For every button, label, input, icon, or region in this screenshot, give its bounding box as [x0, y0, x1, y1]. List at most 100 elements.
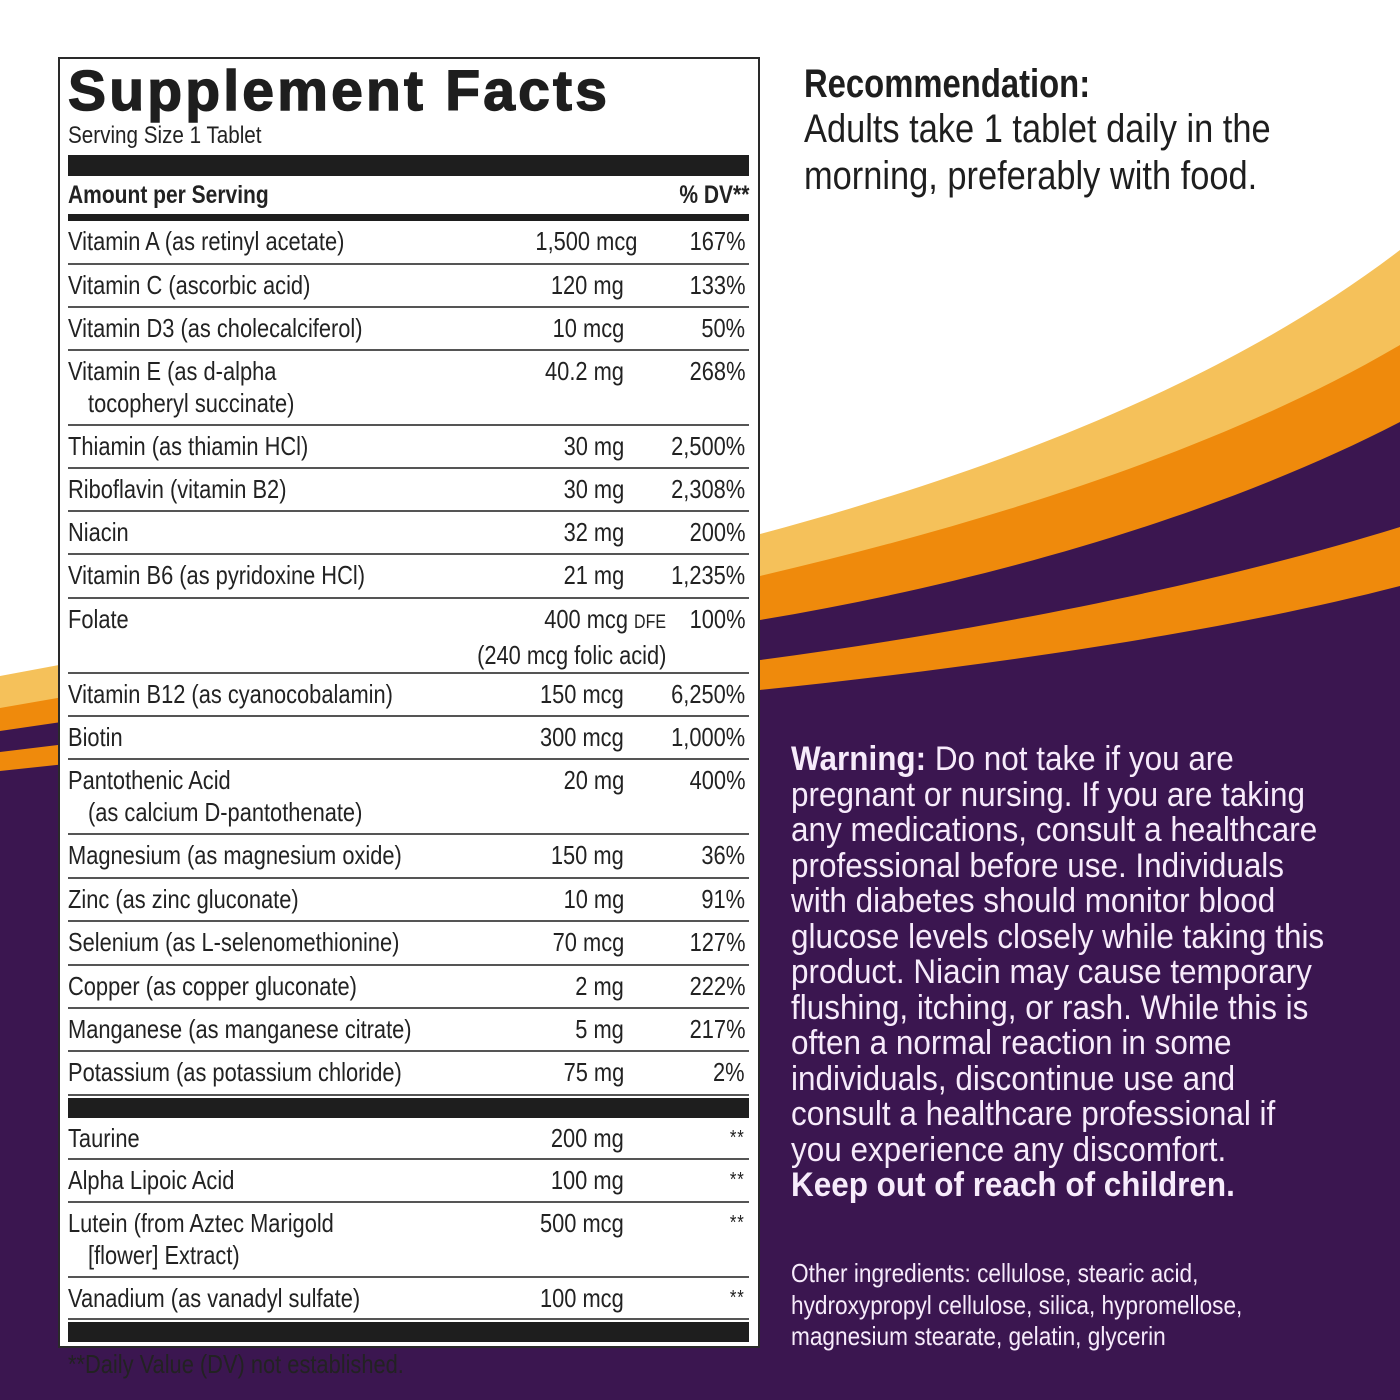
nutrient-dv: 167%: [689, 226, 745, 256]
nutrient-name: Magnesium (as magnesium oxide): [68, 840, 402, 870]
nutrient-dv: 1,000%: [670, 722, 745, 752]
nutrient-dv: 50%: [701, 313, 745, 343]
warning-line-6: product. Niacin may cause temporary: [791, 953, 1312, 991]
warning-line-9: individuals, discontinue use and: [791, 1059, 1236, 1098]
facts-header-row: Amount per Serving % DV**: [68, 176, 749, 214]
nutrient-table: Vitamin A (as retinyl acetate) 1,500 mcg 1…: [68, 221, 749, 1096]
nutrient-name-cont: [flower] Extract): [88, 1240, 240, 1270]
facts-title: Supplement Facts: [67, 59, 611, 123]
ingredients-line-2: hydroxypropyl cellulose, silica, hyprome…: [791, 1289, 1243, 1320]
nutrient-amount: 10 mg: [563, 884, 624, 914]
keep-out-of-reach: Keep out of reach of children.: [791, 1166, 1235, 1204]
nutrient-dv: **: [730, 1169, 745, 1191]
ingredients-line-1: Other ingredients: cellulose, stearic ac…: [791, 1258, 1199, 1288]
table-row: Niacin 32 mg 200%: [68, 512, 749, 555]
table-row: Riboflavin (vitamin B2) 30 mg 2,308%: [68, 469, 749, 512]
nutrient-name: Alpha Lipoic Acid: [68, 1165, 235, 1195]
recommendation-line-1: Adults take 1 tablet daily in the: [804, 107, 1271, 151]
nutrient-amount: 150 mcg: [540, 679, 624, 709]
nutrient-amount: 10 mcg: [552, 313, 624, 343]
table-row: Vitamin B6 (as pyridoxine HCl) 21 mg 1,235…: [68, 555, 749, 599]
warning-line-7: flushing, itching, or rash. While this i…: [791, 988, 1309, 1027]
nutrient-name: Vitamin B12 (as cyanocobalamin): [68, 679, 393, 709]
nutrient-dv: 36%: [701, 840, 745, 870]
nutrient-dv: 200%: [689, 517, 745, 547]
nutrient-amount: 75 mg: [563, 1057, 624, 1087]
nutrient-amount: 70 mcg: [552, 927, 624, 957]
divider-thick: [68, 155, 749, 176]
table-row: Vitamin A (as retinyl acetate) 1,500 mcg 1…: [68, 221, 749, 265]
table-row: Selenium (as L-selenomethionine) 70 mcg 12…: [68, 922, 749, 966]
table-row: Pantothenic Acid (as calcium D-pantothena…: [68, 760, 749, 835]
nutrient-name-cont: (as calcium D-pantothenate): [88, 797, 363, 827]
nutrient-dv: 100%: [689, 604, 745, 634]
nutrient-dv: 217%: [689, 1014, 745, 1044]
nutrient-name: Copper (as copper gluconate): [68, 971, 357, 1001]
warning-line-10: consult a healthcare professional if: [791, 1095, 1276, 1133]
supplement-facts-panel: Supplement Facts Serving Size 1 Tablet A…: [58, 57, 760, 1379]
nutrient-dv: **: [730, 1287, 745, 1309]
table-row: Potassium (as potassium chloride) 75 mg 2%: [68, 1052, 749, 1096]
nutrient-amount: 120 mg: [551, 270, 624, 300]
divider-medium: [68, 214, 749, 221]
nutrient-dv: **: [730, 1127, 745, 1149]
nutrient-amount: 100 mcg: [540, 1283, 624, 1313]
nutrient-name: Vitamin C (ascorbic acid): [68, 270, 311, 300]
nutrient-amount: 20 mg: [563, 765, 624, 795]
table-row: Vitamin D3 (as cholecalciferol) 10 mcg 50%: [68, 308, 749, 351]
warning-line-0: Warning: Do not take if you are: [791, 741, 1392, 778]
table-row: Vitamin B12 (as cyanocobalamin) 150 mcg 6,…: [68, 674, 749, 717]
nutrient-name: Manganese (as manganese citrate): [68, 1014, 412, 1044]
amount-per-serving-label: Amount per Serving: [68, 180, 269, 209]
nutrient-name: Lutein (from Aztec Marigold: [68, 1208, 334, 1238]
nutrient-amount: 100 mg: [551, 1165, 624, 1195]
table-row: Thiamin (as thiamin HCl) 30 mg 2,500%: [68, 426, 749, 469]
nutrient-name: Vanadium (as vanadyl sulfate): [68, 1283, 361, 1313]
nutrient-amount: 500 mcg: [540, 1208, 624, 1238]
recommendation-line-2: morning, preferably with food.: [804, 154, 1258, 198]
table-row: Manganese (as manganese citrate) 5 mg 217%: [68, 1009, 749, 1052]
dfe-label: DFE: [634, 612, 666, 633]
nutrient-dv: 400%: [689, 765, 745, 795]
table-row: Vanadium (as vanadyl sulfate) 100 mcg **: [68, 1278, 749, 1320]
nutrient-dv: 6,250%: [670, 679, 745, 709]
nutrient-name: Pantothenic Acid: [68, 765, 231, 795]
dv-header-label: % DV**: [678, 180, 749, 209]
table-row: Copper (as copper gluconate) 2 mg 222%: [68, 966, 749, 1009]
table-row: Vitamin E (as d-alpha tocopheryl succinat…: [68, 351, 749, 426]
nutrient-amount: 2 mg: [575, 971, 624, 1001]
nutrient-dv: 133%: [689, 270, 745, 300]
nutrient-name: Potassium (as potassium chloride): [68, 1057, 402, 1087]
other-ingredients-table: Taurine 200 mg ** Alpha Lipoic Acid 100 mg **…: [68, 1118, 749, 1320]
nutrient-name: Vitamin D3 (as cholecalciferol): [68, 313, 363, 343]
nutrient-amount: 400 mcg DFE: [544, 604, 666, 634]
table-row: Vitamin C (ascorbic acid) 120 mg 133%: [68, 265, 749, 308]
nutrient-amount: 30 mg: [563, 431, 624, 461]
recommendation-block: Recommendation: Adults take 1 tablet dai…: [804, 62, 1347, 200]
nutrient-name: Selenium (as L-selenomethionine): [68, 927, 400, 957]
nutrient-name-cont: tocopheryl succinate): [88, 388, 295, 418]
nutrient-amount: 150 mg: [551, 840, 624, 870]
nutrient-name: Vitamin A (as retinyl acetate): [68, 226, 345, 256]
warning-line-1: pregnant or nursing. If you are taking: [791, 775, 1305, 814]
table-row: Lutein (from Aztec Marigold [flower] Extr…: [68, 1203, 749, 1278]
table-row: Folate 400 mcg DFE (240 mcg folic acid) 100…: [68, 599, 749, 674]
ingredients-line-3: magnesium stearate, gelatin, glycerin: [791, 1321, 1166, 1351]
table-row: Alpha Lipoic Acid 100 mg **: [68, 1160, 749, 1203]
nutrient-dv: 2%: [713, 1057, 745, 1087]
other-ingredients: Other ingredients: cellulose, stearic ac…: [791, 1258, 1242, 1353]
nutrient-dv: 127%: [689, 927, 745, 957]
table-row: Zinc (as zinc gluconate) 10 mg 91%: [68, 879, 749, 922]
dv-footnote-text: **Daily Value (DV) not established.: [68, 1349, 404, 1379]
nutrient-name: Zinc (as zinc gluconate): [68, 884, 299, 914]
nutrient-amount: 40.2 mg: [545, 356, 624, 386]
nutrient-dv: **: [730, 1212, 745, 1234]
serving-size: Serving Size 1 Tablet: [68, 122, 262, 149]
warning-line-5: glucose levels closely while taking this: [791, 917, 1325, 956]
warning-line-4: with diabetes should monitor blood: [791, 882, 1276, 920]
nutrient-amount: 30 mg: [563, 474, 624, 504]
warning-line-3: professional before use. Individuals: [791, 846, 1285, 885]
nutrient-name: Folate: [68, 604, 129, 634]
nutrient-amount: 32 mg: [563, 517, 624, 547]
divider-thick-3: [68, 1322, 749, 1342]
